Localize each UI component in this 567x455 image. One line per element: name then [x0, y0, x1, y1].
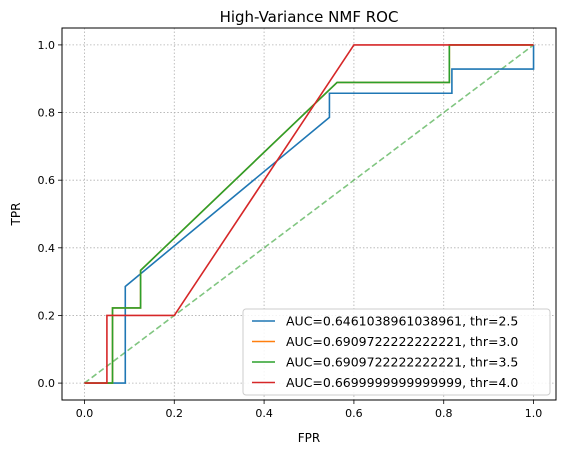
y-tick-label: 0.0	[38, 377, 56, 390]
legend-label-1: AUC=0.6461038961038961, thr=2.5	[286, 314, 518, 329]
ticks: 0.0 0.2 0.4 0.6 0.8 1.0 0.0 0.2 0.4 0.6 0.8 1.0	[38, 39, 543, 420]
grid	[62, 28, 556, 400]
reference-diagonal-line	[83, 44, 535, 384]
x-axis-label: FPR	[298, 431, 320, 445]
x-tick-label: 0.8	[435, 407, 453, 420]
y-tick-label: 0.2	[38, 309, 56, 322]
y-tick-label: 1.0	[38, 39, 56, 52]
y-tick-label: 0.8	[38, 107, 56, 120]
series-line-4	[84, 44, 534, 384]
plot-area-frame	[61, 27, 557, 401]
legend-label-3: AUC=0.6909722222222221, thr=3.5	[286, 355, 518, 370]
series-lines	[84, 44, 535, 384]
reference-diagonal	[83, 44, 535, 384]
legend-label-4: AUC=0.6699999999999999, thr=4.0	[286, 375, 518, 390]
x-tick-label: 1.0	[525, 407, 543, 420]
series-line-1	[84, 44, 535, 384]
legend-label-2: AUC=0.6909722222222221, thr=3.0	[286, 334, 518, 349]
y-axis-label: TPR	[9, 203, 23, 227]
x-tick-label: 0.4	[255, 407, 273, 420]
series-line-3	[84, 44, 534, 384]
y-tick-label: 0.6	[38, 174, 56, 187]
legend-box	[242, 308, 551, 396]
legend: AUC=0.6461038961038961, thr=2.5 AUC=0.690…	[242, 308, 551, 396]
x-tick-label: 0.0	[76, 407, 94, 420]
y-tick-label: 0.4	[38, 242, 56, 255]
x-tick-label: 0.6	[345, 407, 363, 420]
x-tick-label: 0.2	[166, 407, 184, 420]
chart-title: High-Variance NMF ROC	[220, 8, 399, 26]
